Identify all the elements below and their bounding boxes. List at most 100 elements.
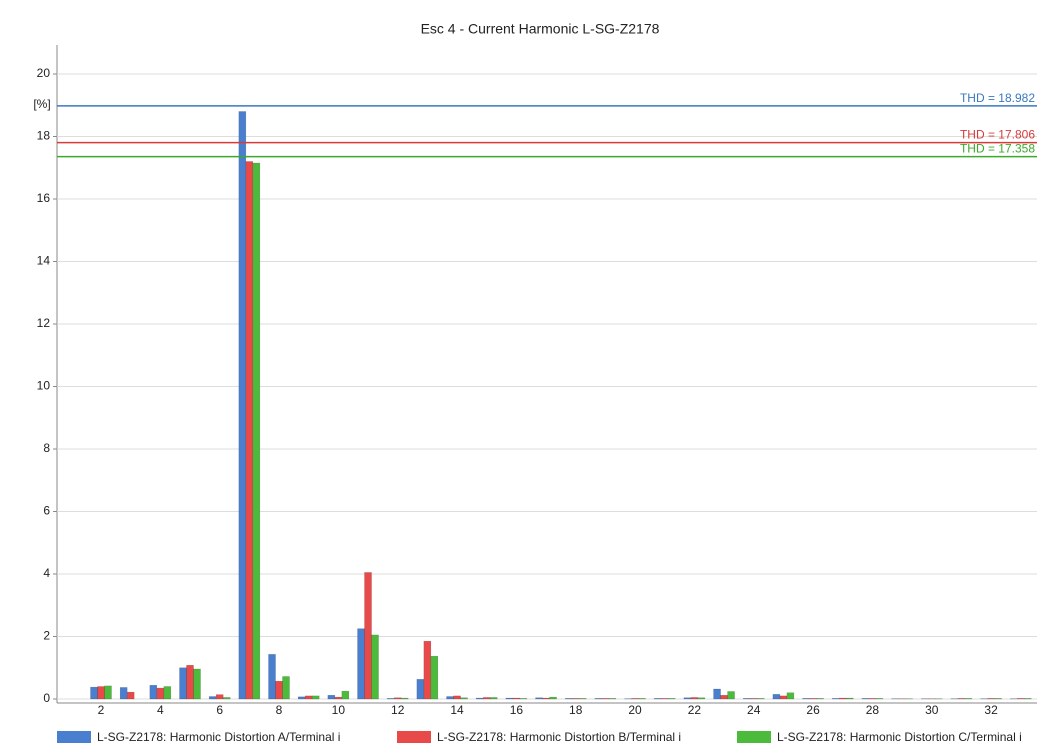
bar [505,697,514,700]
bar [631,698,639,700]
bar [861,698,870,700]
y-tick-label: 8 [43,441,50,455]
x-tick-label: 14 [450,703,464,717]
bar [311,695,320,700]
bar [809,698,817,700]
legend-swatch [397,731,431,743]
x-tick-label: 16 [510,703,524,717]
legend-label: L-SG-Z2178: Harmonic Distortion A/Termin… [97,730,340,744]
bar [608,698,617,700]
x-tick-label: 24 [747,703,761,717]
bar [667,698,676,700]
bar [386,698,395,700]
bar [542,697,550,700]
legend-swatch [57,731,91,743]
bar [578,698,587,700]
bar [846,697,854,700]
bar [475,697,484,700]
bar [297,696,306,700]
bar [594,698,603,700]
x-tick-label: 22 [688,703,702,717]
bar [564,698,573,700]
bar [571,698,580,700]
bar [126,691,135,700]
bar [268,654,276,700]
x-tick-label: 28 [866,703,880,717]
bar [327,695,336,700]
bar [832,698,840,700]
bar [364,572,372,700]
bar [683,697,692,700]
y-tick-label: 18 [37,129,51,143]
bar [400,697,409,700]
legend-label: L-SG-Z2178: Harmonic Distortion B/Termin… [437,730,681,744]
x-tick-label: 6 [216,703,223,717]
legend-swatch [737,731,771,743]
bar [252,162,261,700]
x-tick-label: 10 [332,703,346,717]
y-tick-label: 10 [37,379,51,393]
bar [697,697,706,700]
bar [446,696,454,700]
y-tick-label: 6 [43,504,50,518]
thd-label: THD = 17.806 [960,128,1035,142]
bar [519,698,528,700]
x-tick-label: 8 [276,703,283,717]
bar [238,111,247,700]
thd-label: THD = 18.982 [960,91,1035,105]
x-tick-label: 20 [628,703,642,717]
bar [416,679,425,700]
y-tick-label: 12 [37,316,51,330]
x-tick-label: 18 [569,703,583,717]
bar [453,695,461,700]
bar [772,694,781,700]
bar [489,697,498,700]
y-tick-label: 4 [43,566,50,580]
bar [786,692,795,700]
bar [282,676,290,700]
bar [690,697,699,700]
bar [304,695,313,700]
chart-title: Esc 4 - Current Harmonic L-SG-Z2178 [421,21,660,37]
bar [549,696,557,700]
y-tick-label: 14 [37,254,51,268]
bar [839,697,847,700]
bar [1024,698,1032,700]
x-tick-label: 30 [925,703,939,717]
bar [601,698,610,700]
bar [512,697,521,700]
bar [460,697,468,700]
bar [430,655,439,700]
bar [653,698,662,700]
bar [720,695,728,700]
thd-label: THD = 17.358 [960,142,1035,156]
bar [535,697,543,700]
y-tick-label: 2 [43,629,50,643]
bar [423,640,432,700]
y-tick-label: 20 [37,66,51,80]
bar [964,698,973,700]
bar [994,698,1002,700]
bar [208,696,217,700]
bar [186,665,194,700]
bar [357,628,365,700]
y-tick-label: 16 [37,191,51,205]
bar [222,697,231,700]
bar [215,694,224,700]
bar [193,668,201,700]
bar [245,161,254,700]
bar [179,667,187,700]
bar [816,698,824,700]
bar [163,686,172,700]
bar [987,698,995,700]
bar [875,698,884,700]
bar [802,698,810,700]
bar [341,690,350,700]
bar [275,680,283,700]
bar [660,698,669,700]
bar [727,691,735,700]
bar [868,698,877,700]
bar [638,698,646,700]
